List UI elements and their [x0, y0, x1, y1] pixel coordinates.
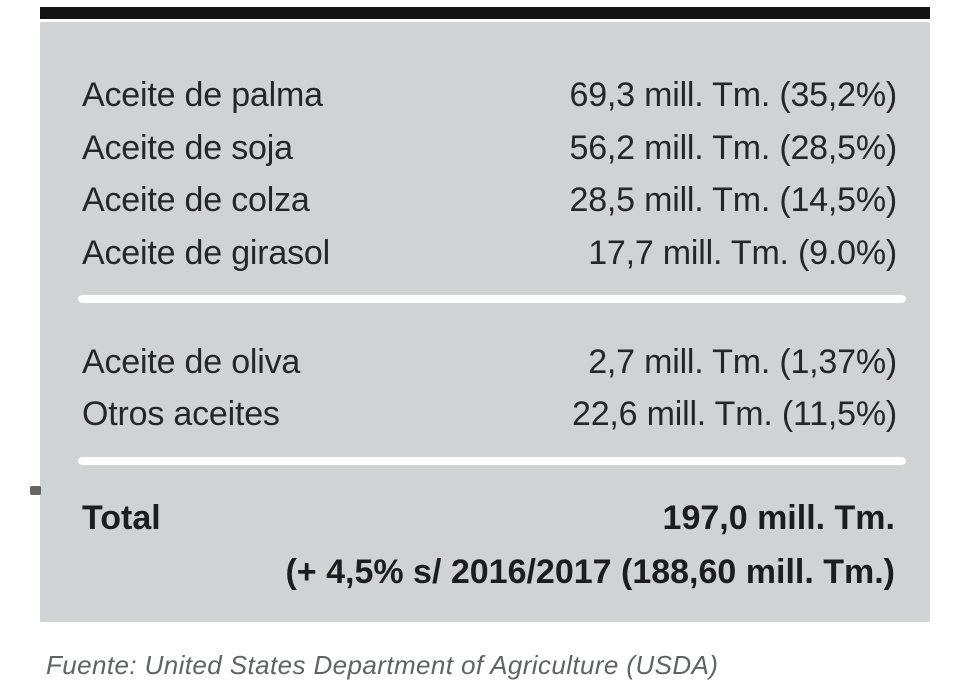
- oil-value: 56,2 mill. Tm. (28,5%): [569, 128, 897, 167]
- oil-value: 17,7 mill. Tm. (9.0%): [588, 233, 897, 272]
- oils-table-panel: Aceite de palma 69,3 mill. Tm. (35,2%) A…: [40, 22, 930, 622]
- total-label: Total: [82, 498, 161, 537]
- total-row: Total 197,0 mill. Tm.: [82, 491, 895, 545]
- total-note-row: (+ 4,5% s/ 2016/2017 (188,60 mill. Tm.): [82, 545, 895, 599]
- oil-value: 22,6 mill. Tm. (11,5%): [572, 394, 897, 433]
- total-note: (+ 4,5% s/ 2016/2017 (188,60 mill. Tm.): [285, 552, 895, 591]
- top-rule: [40, 7, 930, 19]
- source-citation: Fuente: United States Department of Agri…: [46, 650, 719, 680]
- section-divider: [78, 457, 906, 465]
- table-row: Aceite de soja 56,2 mill. Tm. (28,5%): [82, 121, 897, 175]
- table-row: Aceite de colza 28,5 mill. Tm. (14,5%): [82, 173, 897, 227]
- oil-label: Aceite de oliva: [82, 342, 301, 381]
- table-row: Otros aceites 22,6 mill. Tm. (11,5%): [82, 387, 897, 441]
- oil-value: 2,7 mill. Tm. (1,37%): [588, 342, 897, 381]
- table-row: Aceite de oliva 2,7 mill. Tm. (1,37%): [82, 335, 897, 389]
- oil-label: Aceite de girasol: [82, 233, 330, 272]
- table-row: Aceite de palma 69,3 mill. Tm. (35,2%): [82, 68, 897, 122]
- oil-value: 69,3 mill. Tm. (35,2%): [569, 75, 897, 114]
- oil-label: Aceite de soja: [82, 128, 293, 167]
- oil-label: Otros aceites: [82, 394, 280, 433]
- page-edge-mark: [30, 486, 41, 495]
- total-value: 197,0 mill. Tm.: [662, 498, 895, 537]
- section-divider: [78, 295, 906, 303]
- oil-label: Aceite de palma: [82, 75, 323, 114]
- oil-label: Aceite de colza: [82, 180, 310, 219]
- oil-value: 28,5 mill. Tm. (14,5%): [569, 180, 897, 219]
- table-row: Aceite de girasol 17,7 mill. Tm. (9.0%): [82, 226, 897, 280]
